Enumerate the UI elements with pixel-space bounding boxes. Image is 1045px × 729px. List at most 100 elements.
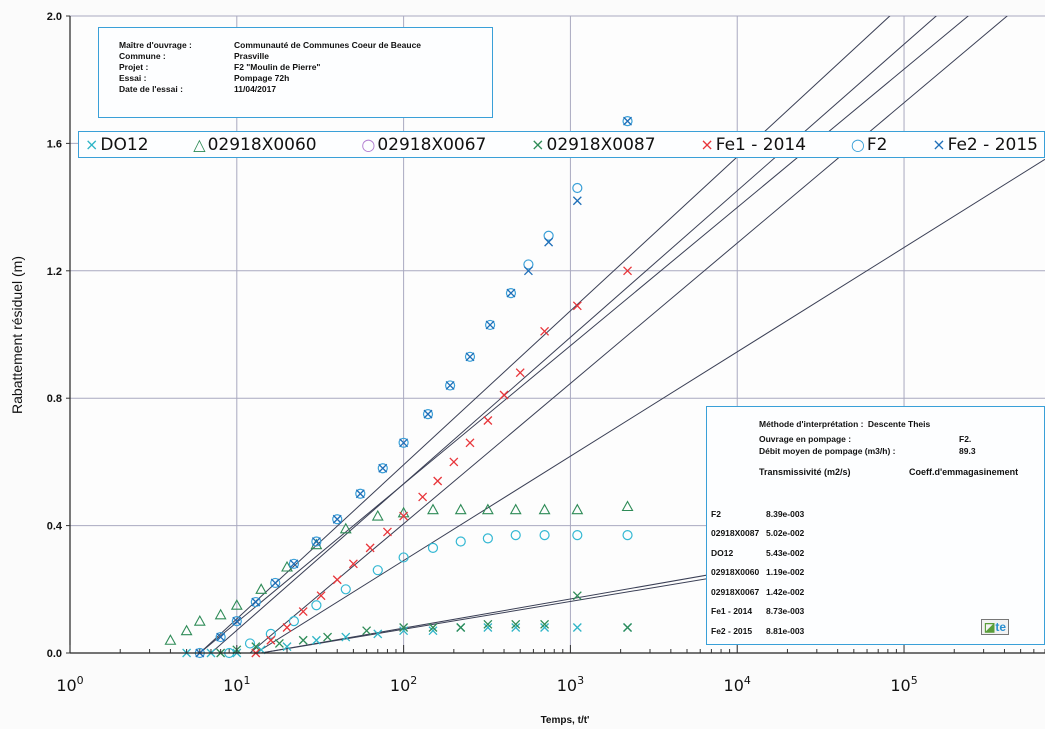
triangle-marker-icon: △	[193, 135, 206, 154]
data-point	[445, 381, 455, 390]
y-tick-label: 1.6	[47, 138, 62, 150]
data-point	[282, 623, 292, 632]
legend-item-02918x0067: ○ 02918X0067	[361, 135, 486, 155]
data-point	[355, 488, 366, 499]
x-tick-label: 104	[724, 674, 751, 695]
y-tick-label: 0.8	[47, 393, 62, 405]
data-point	[244, 638, 256, 649]
data-point	[454, 503, 467, 515]
data-point	[215, 631, 226, 643]
x-tick-label: 105	[890, 674, 917, 695]
info-label: Date de l'essai :	[119, 84, 183, 94]
data-point	[193, 615, 206, 626]
info-value: 11/04/2017	[234, 84, 277, 94]
flow-value: 89.3	[959, 446, 976, 456]
data-point	[485, 319, 496, 331]
data-point	[540, 619, 550, 629]
data-point	[483, 416, 493, 425]
transmissivity-value: 8.73e-003	[766, 606, 805, 617]
well-name: 02918X0060	[711, 567, 760, 578]
legend-label: F2	[866, 134, 888, 155]
data-point	[505, 287, 517, 299]
data-point	[399, 626, 409, 636]
data-point	[266, 635, 276, 645]
data-point	[465, 438, 475, 448]
circle-marker-icon: ○	[361, 135, 376, 154]
x-tick-label: 100	[56, 674, 83, 695]
data-point	[281, 560, 293, 572]
data-point	[316, 591, 326, 601]
data-point	[523, 266, 533, 276]
fit-line	[249, 16, 1008, 653]
x-tick-label: 101	[223, 674, 250, 695]
logo-text: te	[995, 620, 1007, 634]
well-name: Fe2 - 2015	[711, 625, 753, 636]
data-point	[423, 409, 433, 419]
legend-label: 02918X0067	[377, 134, 487, 155]
data-point	[422, 409, 434, 420]
data-point	[622, 116, 633, 127]
info-label: Maître d'ouvrage :	[119, 40, 192, 50]
data-point	[427, 542, 439, 553]
x-axis-label: Temps, t/t'	[541, 715, 590, 726]
data-point	[433, 476, 443, 486]
data-point	[481, 503, 494, 515]
info-value: F2 "Moulin de Pierre"	[234, 62, 321, 72]
legend-item-fe1-2014: × Fe1 - 2014	[700, 135, 806, 155]
well-name: DO12	[711, 547, 734, 558]
data-point	[282, 642, 292, 652]
data-point	[288, 558, 300, 569]
data-point	[399, 511, 409, 521]
x-marker-icon: ×	[531, 135, 545, 154]
data-point	[289, 559, 299, 569]
series-fe2-2015	[195, 116, 632, 658]
data-point	[428, 623, 438, 632]
method-label: Méthode d'interprétation :	[759, 419, 864, 429]
data-point	[231, 616, 242, 627]
data-point	[311, 635, 321, 645]
data-point	[371, 509, 384, 521]
x-marker-icon: ×	[85, 135, 99, 154]
info-value: Communauté de Communes Coeur de Beauce	[234, 40, 422, 50]
y-axis-label: Rabattement résiduel (m)	[9, 256, 25, 414]
data-point	[214, 608, 227, 620]
data-point	[511, 623, 521, 632]
data-point	[378, 463, 388, 473]
data-point	[572, 301, 582, 311]
axes: 0.0 0.4 0.8 1.2 1.6 2.0 100 101 102 103 104 105	[47, 11, 1045, 695]
x-tick-label: 102	[390, 674, 417, 695]
data-point	[482, 533, 493, 544]
y-tick-label: 0.4	[47, 521, 63, 533]
well-name: F2	[711, 508, 721, 519]
data-point	[250, 596, 261, 608]
x-tick-label: 103	[557, 674, 584, 695]
data-point	[398, 552, 409, 563]
legend-label: Fe2 - 2015	[947, 134, 1038, 155]
data-point	[311, 537, 321, 546]
data-point	[399, 438, 409, 448]
well-name: Fe1 - 2014	[711, 606, 753, 617]
data-point	[298, 607, 308, 617]
data-point	[365, 543, 375, 553]
data-point	[572, 623, 582, 632]
info-label: Essai :	[119, 73, 147, 83]
data-point	[332, 514, 342, 524]
data-point	[455, 536, 466, 547]
data-point	[523, 259, 534, 270]
data-point	[485, 320, 495, 330]
info-value: Pompage 72h	[234, 73, 290, 83]
data-point	[216, 632, 226, 642]
project-info-box: Maître d'ouvrage : Communauté de Commune…	[98, 27, 493, 118]
data-point	[382, 527, 392, 537]
pumping-well-row: Ouvrage en pompage : F2.	[759, 434, 1009, 444]
data-point	[509, 503, 522, 515]
data-point	[483, 623, 493, 632]
data-point	[456, 623, 466, 632]
data-point	[623, 116, 632, 126]
data-point	[445, 380, 456, 391]
data-point	[311, 600, 322, 611]
pumping-well-value: F2.	[959, 434, 972, 444]
data-point	[572, 591, 582, 601]
data-point	[270, 577, 281, 589]
data-point	[372, 565, 383, 576]
